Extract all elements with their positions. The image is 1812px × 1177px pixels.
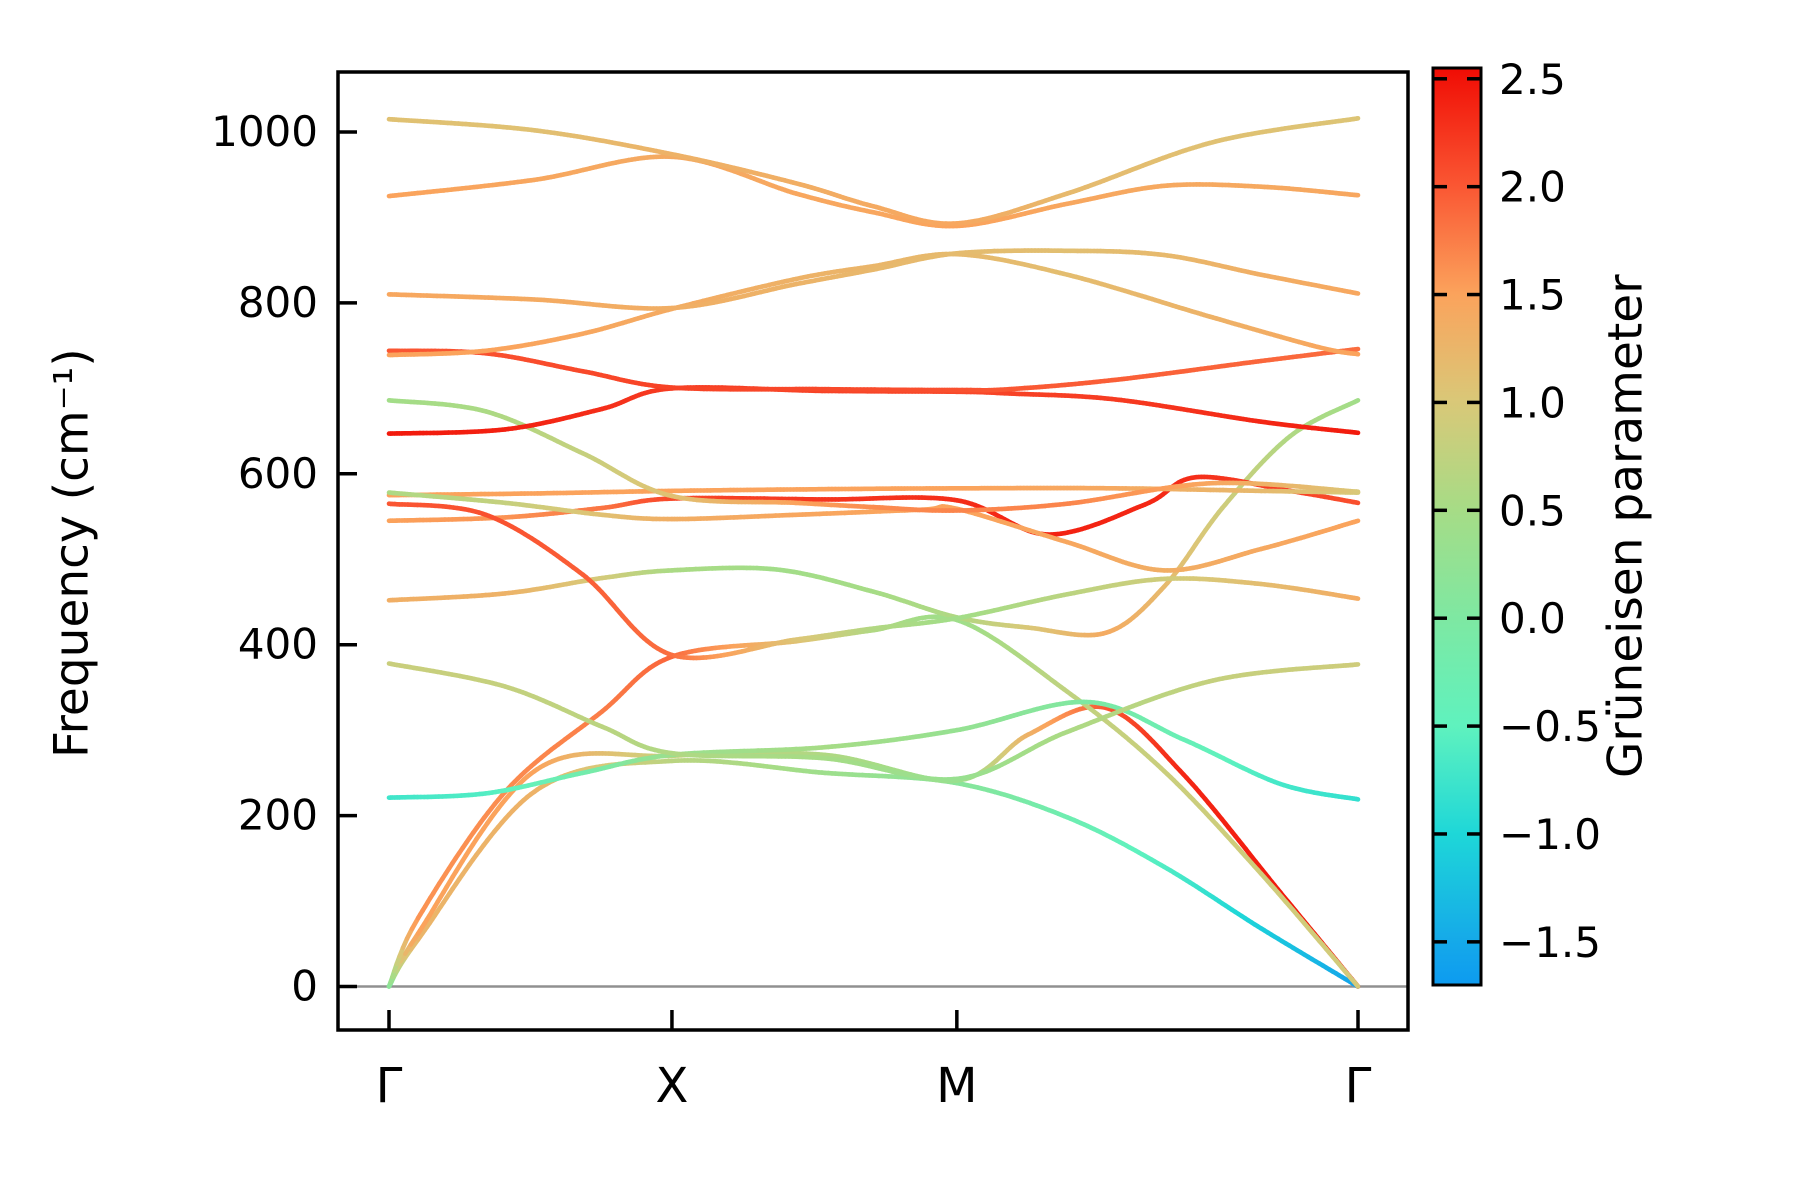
bands-group [386,116,1361,989]
y-tick-label-200: 200 [238,791,318,840]
colorbar-tick-label-1: 1.0 [1499,378,1566,427]
colorbar-tick-label-0: 0.0 [1499,594,1566,643]
band-6 [386,397,1361,638]
y-tick-label-0: 0 [291,962,318,1011]
colorbar-tick-label-0.5: 0.5 [1499,486,1566,535]
y-tick-label-600: 600 [238,449,318,498]
colorbar-tick-label-1.5: 1.5 [1499,271,1566,320]
y-tick-label-800: 800 [238,278,318,327]
band-8 [386,501,1361,661]
colorbar-gradient [1433,68,1481,985]
x-tick-label-X-1: X [656,1058,689,1114]
colorbar-tick-label-2.5: 2.5 [1499,55,1566,104]
colorbar: 2.5 2.0 1.5 1.0 0.5 0.0 −0.5 −1.0 −1.5 [1431,55,1601,987]
y-axis-title: Frequency (cm⁻¹) [44,348,100,758]
y-tick-label-1000: 1000 [211,107,318,156]
band-5 [386,661,1361,782]
band-17 [386,116,1361,226]
band-4 [386,699,1361,802]
colorbar-tick-label-2: 2.0 [1499,163,1566,212]
band-10 [386,490,1361,573]
colorbar-title: Grüneisen parameter [1598,274,1654,779]
band-9 [386,485,1361,498]
band-11 [386,397,1361,513]
x-tick-label-Γ-3: Γ [1345,1058,1372,1114]
x-tick-label-M-2: M [936,1058,977,1114]
x-tick-label-Γ-0: Γ [376,1058,403,1114]
band-1 [386,758,1361,989]
colorbar-tick-label--1.5: −1.5 [1499,918,1601,967]
colorbar-tick-label--1: −1.0 [1499,810,1601,859]
band-3 [386,614,1361,989]
band-2 [386,704,1361,989]
y-ticks: 0 200 400 600 800 1000 [211,107,357,1011]
colorbar-border [1431,66,1483,987]
y-tick-label-400: 400 [238,620,318,669]
plot-frame [336,70,1410,1032]
band-16 [386,154,1361,229]
colorbar-tick-label--0.5: −0.5 [1499,702,1601,751]
band-13 [386,346,1361,393]
band-12 [386,385,1361,436]
band-15 [386,248,1361,311]
plot-border [336,70,1410,1032]
